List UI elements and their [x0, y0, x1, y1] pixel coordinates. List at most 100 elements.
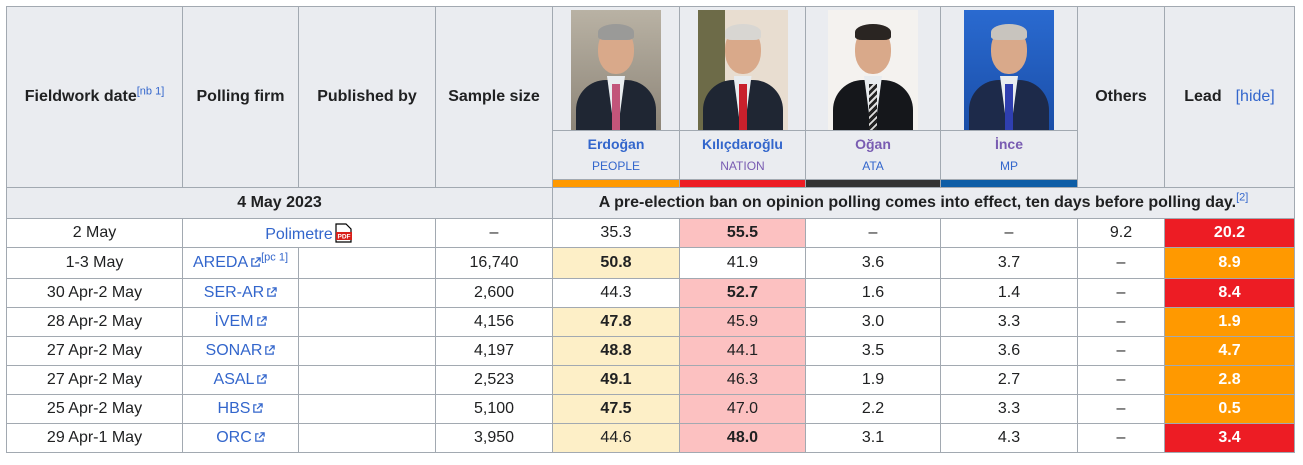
fieldwork-date: 27 Apr-2 May [6, 336, 183, 366]
ince-value: 3.3 [940, 394, 1078, 424]
polling-firm-link[interactable]: SONAR [205, 342, 263, 359]
erdogan-value: 35.3 [552, 218, 680, 248]
ogan-value: 3.1 [805, 423, 941, 453]
candidate-name-link[interactable]: Oğan [855, 135, 891, 152]
erdogan-value: 44.3 [552, 278, 680, 308]
candidate-name-link[interactable]: Kılıçdaroğlu [702, 135, 783, 152]
erdogan-color-bar [552, 179, 680, 188]
published-by [298, 394, 436, 424]
polling-firm-link[interactable]: ORC [216, 429, 252, 446]
ince-value: 2.7 [940, 365, 1078, 395]
lead-value: 0.5 [1164, 394, 1295, 424]
ince-color-bar [940, 179, 1078, 188]
lead-value: 1.9 [1164, 307, 1295, 337]
external-link-icon [267, 287, 277, 297]
polling-firm-link[interactable]: ASAL [213, 371, 255, 388]
fieldwork-date: 28 Apr-2 May [6, 307, 183, 337]
erdogan-value: 48.8 [552, 336, 680, 366]
polling-firm-link[interactable]: SER-AR [203, 284, 265, 301]
note-link[interactable]: [nb 1] [136, 85, 165, 98]
sample-size: 5,100 [435, 394, 553, 424]
kilicdaroglu-value: 44.1 [679, 336, 806, 366]
header-lead: Lead [hide] [1164, 6, 1295, 188]
table-row: 2 May Polimetre PDF –35.3 55.5– –9.2 20.2 [6, 218, 1295, 248]
lead-value: 8.4 [1164, 278, 1295, 308]
others-value: 9.2 [1077, 218, 1165, 248]
published-by [298, 307, 436, 337]
external-link-icon [257, 374, 268, 384]
polling-firm-link[interactable]: Polimetre [265, 225, 333, 243]
party-link[interactable]: NATION [720, 158, 765, 173]
sample-size: 4,156 [435, 307, 553, 337]
external-link-icon [265, 345, 276, 355]
ogan-photo[interactable] [828, 10, 918, 130]
ince-value: 3.3 [940, 307, 1078, 337]
ince-value: 3.7 [940, 247, 1078, 279]
ogan-value: 2.2 [805, 394, 941, 424]
published-by [298, 278, 436, 308]
kilicdaroglu-photo[interactable] [697, 10, 788, 130]
candidate-ogan: Oğan ATA [805, 130, 941, 180]
ince-value: – [940, 218, 1078, 248]
table-row: 27 Apr-2 May SONAR 4,197 48.8 44.1 3.5 3.6–4.7 [6, 336, 1295, 366]
ogan-value: 3.5 [805, 336, 941, 366]
sample-size: 4,197 [435, 336, 553, 366]
kilicdaroglu-photo-cell [679, 6, 806, 131]
published-by [298, 365, 436, 395]
ref-link[interactable]: [pc 1] [261, 251, 289, 264]
ince-photo[interactable] [964, 10, 1054, 130]
hide-link[interactable]: [hide] [1235, 88, 1275, 105]
sample-size: 2,523 [435, 365, 553, 395]
sample-size: 3,950 [435, 423, 553, 453]
kilicdaroglu-value: 55.5 [679, 218, 806, 248]
fieldwork-date: 30 Apr-2 May [6, 278, 183, 308]
polling-ban-notice: A pre-election ban on opinion polling co… [552, 187, 1295, 219]
others-value: – [1077, 278, 1165, 308]
polling-firm-link[interactable]: İVEM [214, 313, 254, 330]
table-row: 1-3 May AREDA [pc 1] 16,740 50.8 41.9 3.6 3.7–8… [6, 247, 1295, 279]
party-link[interactable]: MP [1000, 158, 1018, 173]
polling-firm-cell: SER-AR [182, 278, 299, 308]
erdogan-value: 50.8 [552, 247, 680, 279]
table-row: 29 Apr-1 May ORC 3,950 44.6 48.0 3.1 4.3–3.4 [6, 423, 1295, 453]
fieldwork-date: 25 Apr-2 May [6, 394, 183, 424]
lead-value: 4.7 [1164, 336, 1295, 366]
external-link-icon [254, 432, 265, 442]
published-by [298, 423, 436, 453]
ince-value: 4.3 [940, 423, 1078, 453]
kilicdaroglu-value: 46.3 [679, 365, 806, 395]
lead-value: 20.2 [1164, 218, 1295, 248]
ogan-value: – [805, 218, 941, 248]
ince-value: 1.4 [940, 278, 1078, 308]
ref-link[interactable]: [2] [1236, 191, 1249, 204]
others-value: – [1077, 365, 1165, 395]
party-link[interactable]: ATA [862, 158, 884, 173]
candidate-name-link[interactable]: İnce [994, 135, 1023, 152]
party-link[interactable]: PEOPLE [591, 158, 641, 173]
table-row: 28 Apr-2 May İVEM 4,156 47.8 45.9 3.0 3.3–1.9 [6, 307, 1295, 337]
polling-firm-cell: ASAL [182, 365, 299, 395]
kilicdaroglu-value: 45.9 [679, 307, 806, 337]
external-link-icon [253, 403, 264, 413]
others-value: – [1077, 336, 1165, 366]
polling-firm-cell: İVEM [182, 307, 299, 337]
erdogan-photo[interactable] [571, 10, 661, 130]
lead-value: 2.8 [1164, 365, 1295, 395]
erdogan-value: 47.8 [552, 307, 680, 337]
sample-size: – [435, 218, 553, 248]
ince-photo-cell [940, 6, 1078, 131]
svg-text:PDF: PDF [337, 233, 350, 240]
polling-firm-cell: HBS [182, 394, 299, 424]
others-value: – [1077, 423, 1165, 453]
polling-firm-cell: AREDA [pc 1] [182, 247, 299, 279]
others-value: – [1077, 307, 1165, 337]
polling-firm-link[interactable]: AREDA [192, 254, 249, 271]
opinion-polls-table: Fieldwork date[nb 1] Polling firm Publis… [6, 6, 1295, 453]
polling-firm-link[interactable]: HBS [217, 400, 251, 417]
erdogan-value: 49.1 [552, 365, 680, 395]
ogan-value: 1.9 [805, 365, 941, 395]
candidate-kilicdaroglu: Kılıçdaroğlu NATION [679, 130, 806, 180]
header-polling-firm: Polling firm [182, 6, 299, 188]
candidate-name-link[interactable]: Erdoğan [587, 135, 645, 152]
ogan-color-bar [805, 179, 941, 188]
